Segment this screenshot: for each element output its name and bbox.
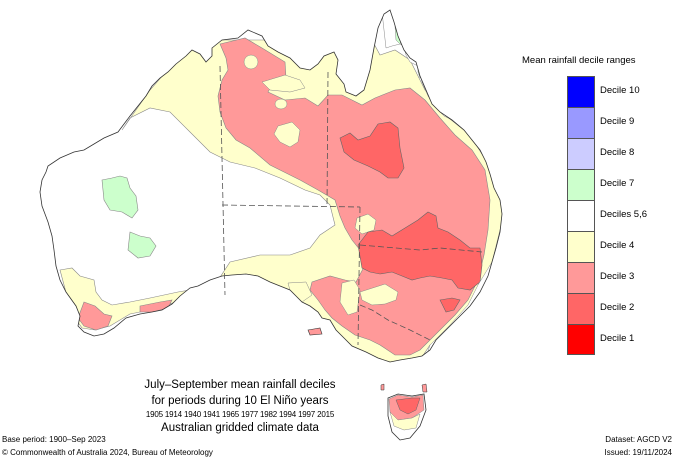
legend-item-deciles-5-6: Deciles 5,6 xyxy=(567,200,675,231)
legend-label: Decile 3 xyxy=(600,271,635,282)
legend-item-decile-8: Decile 8 xyxy=(567,138,675,169)
decile-4-island xyxy=(261,74,306,93)
legend-item-decile-2: Decile 2 xyxy=(567,293,675,324)
legend-item-decile-9: Decile 9 xyxy=(567,107,675,138)
state-borders xyxy=(219,65,483,346)
legend-swatch xyxy=(567,324,595,355)
border-wa xyxy=(219,65,226,296)
el-nino-years: 1905 1914 1940 1941 1965 1977 1982 1994 … xyxy=(145,410,335,419)
legend-swatch xyxy=(567,169,595,200)
legend-label: Decile 10 xyxy=(600,85,640,96)
decile-4-island xyxy=(243,54,259,70)
legend-swatch xyxy=(567,76,595,107)
border-sa-qld-nsw xyxy=(357,206,361,346)
legend-title: Mean rainfall decile ranges xyxy=(522,55,636,66)
legend-label: Deciles 5,6 xyxy=(600,209,647,220)
legend-label: Decile 4 xyxy=(600,240,635,251)
coastline xyxy=(39,9,503,363)
base-period: Base period: 1900–Sep 2023 xyxy=(2,435,106,444)
decile-2-region-nsw-small xyxy=(439,297,461,313)
legend-label: Decile 8 xyxy=(600,147,635,158)
copyright: © Commonwealth of Australia 2024, Bureau… xyxy=(2,448,213,457)
issued-date: Issued: 19/11/2024 xyxy=(604,448,672,457)
legend-label: Decile 1 xyxy=(600,333,635,344)
map-subtitle: for periods during 10 El Niño years xyxy=(151,395,329,407)
border-nt-qld xyxy=(326,71,329,208)
legend-item-decile-7: Decile 7 xyxy=(567,169,675,200)
decile-4-island xyxy=(359,283,399,306)
map-title: July–September mean rainfall deciles xyxy=(144,379,336,391)
legend-swatch xyxy=(567,262,595,293)
decile-3-region-sw xyxy=(77,301,113,331)
footer-right: Dataset: AGCD V2 Issued: 19/11/2024 xyxy=(605,433,672,459)
legend-items: Decile 10 Decile 9 Decile 8 Decile 7 Dec… xyxy=(567,76,675,355)
kangaroo-island xyxy=(307,327,323,336)
data-source-title: Australian gridded climate data xyxy=(161,422,319,434)
legend-swatch xyxy=(567,138,595,169)
legend-swatch xyxy=(567,200,595,231)
decile-4-island xyxy=(273,121,301,148)
decile-4-island xyxy=(274,98,288,110)
dataset-label: Dataset: AGCD V2 xyxy=(605,435,672,444)
decile-2-region-qld xyxy=(339,121,405,179)
legend-label: Decile 7 xyxy=(600,178,635,189)
legend-item-decile-10: Decile 10 xyxy=(567,76,675,107)
decile-4-island xyxy=(339,279,361,316)
decile-2-region-nsw xyxy=(357,211,483,291)
decile-4-island xyxy=(354,213,377,235)
map-title-block: July–September mean rainfall deciles for… xyxy=(100,378,380,436)
tasmania xyxy=(380,383,428,441)
legend-label: Decile 2 xyxy=(600,302,635,313)
legend-label: Decile 9 xyxy=(600,116,635,127)
border-nsw-vic xyxy=(359,304,431,341)
legend-item-decile-1: Decile 1 xyxy=(567,324,675,355)
border-nt-sa xyxy=(221,204,361,208)
legend-swatch xyxy=(567,231,595,262)
legend-swatch xyxy=(567,293,595,324)
legend-swatch xyxy=(567,107,595,138)
footer-left: Base period: 1900–Sep 2023 © Commonwealt… xyxy=(2,433,213,459)
legend-item-decile-4: Decile 4 xyxy=(567,231,675,262)
decile-7-region-wa-south xyxy=(127,231,157,259)
legend-item-decile-3: Decile 3 xyxy=(567,262,675,293)
border-qld-nsw xyxy=(359,244,483,253)
decile-7-region-wa xyxy=(101,175,139,219)
